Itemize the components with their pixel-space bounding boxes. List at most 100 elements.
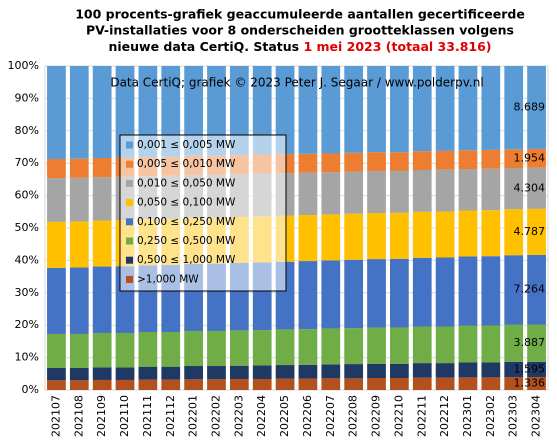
title-line: PV-installaties voor 8 onderscheiden gro… xyxy=(86,23,514,38)
bar-segment xyxy=(161,366,181,380)
bar-segment xyxy=(367,152,386,171)
bar-segment xyxy=(275,66,295,155)
annotation: Data CertiQ; grafiek © 2023 Peter J. Seg… xyxy=(110,76,483,90)
x-tick-label: 202111 xyxy=(141,395,154,437)
bar-segment xyxy=(252,330,272,366)
x-tick-label: 202208 xyxy=(347,395,360,437)
bar-segment xyxy=(412,326,432,364)
bar-segment xyxy=(367,170,386,214)
bar-segment xyxy=(47,66,66,159)
bar-segment xyxy=(161,332,181,367)
x-tick-label: 202110 xyxy=(118,395,131,437)
bar-segment xyxy=(321,378,341,390)
bar-segment xyxy=(458,150,478,170)
bar-segment xyxy=(367,378,386,390)
bar-segment xyxy=(412,170,432,212)
bar-segment xyxy=(458,169,478,211)
bar-segment xyxy=(458,362,478,378)
bar-segment xyxy=(504,377,524,390)
count-label: 4.787 xyxy=(514,225,546,238)
x-tick-label: 202302 xyxy=(484,395,497,437)
bar-segment xyxy=(161,66,181,157)
title-line: nieuwe data CertiQ. Status xyxy=(108,39,299,54)
bar-segment xyxy=(138,379,158,390)
bar-segment xyxy=(92,266,112,333)
bar-segment xyxy=(69,333,89,368)
bar-segment xyxy=(390,66,409,153)
bar-segment xyxy=(47,333,66,368)
count-label: 1.595 xyxy=(514,362,546,375)
x-tick-label: 202303 xyxy=(507,395,520,437)
bar-segment xyxy=(504,255,524,325)
bar-segment xyxy=(367,213,386,260)
title-highlight: 1 mei 2023 (totaal 33.816) xyxy=(303,39,491,54)
bar-segment xyxy=(207,66,226,156)
legend-swatch xyxy=(126,179,133,187)
bar-segment xyxy=(184,366,203,380)
bar-segment xyxy=(435,211,455,258)
bar-segment xyxy=(138,66,158,158)
bar-segment xyxy=(69,177,89,222)
x-tick-label: 202202 xyxy=(209,395,222,437)
bar-segment xyxy=(252,66,272,155)
y-tick-label: 10% xyxy=(15,351,39,364)
bar-segment xyxy=(435,326,455,364)
bar-segment xyxy=(115,367,135,380)
legend-swatch xyxy=(126,160,133,168)
y-tick-label: 80% xyxy=(15,124,39,137)
bar-segment xyxy=(229,66,249,156)
bar-segment xyxy=(344,152,364,172)
count-label: 1.336 xyxy=(514,377,546,390)
x-tick-label: 202108 xyxy=(72,395,85,437)
bar-segment xyxy=(298,364,318,379)
title-line: 100 procents-grafiek geaccumuleerde aant… xyxy=(75,7,525,22)
bar-segment xyxy=(412,211,432,258)
y-tick-label: 40% xyxy=(15,253,39,266)
bar-segment xyxy=(298,172,318,216)
bar-segment xyxy=(390,378,409,390)
y-tick-label: 50% xyxy=(15,221,39,234)
bar-segment xyxy=(458,377,478,390)
bar-segment xyxy=(321,172,341,215)
legend-label: 0,001 ≤ 0,005 MW xyxy=(137,139,236,151)
bar-segment xyxy=(504,149,524,169)
bar-segment xyxy=(504,209,524,256)
bar-segment xyxy=(527,148,546,168)
x-tick-label: 202112 xyxy=(164,395,177,437)
bar-segment xyxy=(504,66,524,150)
x-tick-label: 202206 xyxy=(301,395,314,437)
bar-segment xyxy=(344,171,364,214)
bar-segment xyxy=(412,257,432,327)
x-tick-label: 202209 xyxy=(370,395,383,437)
legend-swatch xyxy=(126,199,133,207)
x-tick-label: 202301 xyxy=(461,395,474,437)
bar-segment xyxy=(47,178,66,222)
bar-segment xyxy=(252,378,272,390)
bar-segment xyxy=(344,378,364,390)
bar-segment xyxy=(275,378,295,390)
legend-label: 0,250 ≤ 0,500 MW xyxy=(137,235,236,247)
bar-segment xyxy=(412,363,432,378)
bar-segment xyxy=(47,380,66,390)
bar-segment xyxy=(458,210,478,257)
bar-segment xyxy=(207,366,226,380)
x-tick-label: 202212 xyxy=(438,395,451,437)
bar-segment xyxy=(321,328,341,365)
x-tick-label: 202207 xyxy=(324,395,337,437)
bar-segment xyxy=(92,367,112,380)
bar-segment xyxy=(184,379,203,390)
legend-label: >1,000 MW xyxy=(137,273,199,285)
bar-segment xyxy=(207,331,226,367)
bar-segment xyxy=(435,363,455,378)
bar-segment xyxy=(229,330,249,366)
bar-segment xyxy=(115,332,135,368)
bar-segment xyxy=(481,149,501,169)
bar-segment xyxy=(344,66,364,153)
bar-segment xyxy=(435,150,455,170)
legend-swatch xyxy=(126,256,133,264)
bar-segment xyxy=(47,158,66,179)
bar-segment xyxy=(275,365,295,379)
bar-segment xyxy=(92,332,112,368)
bar-segment xyxy=(458,256,478,326)
bar-segment xyxy=(298,261,318,330)
